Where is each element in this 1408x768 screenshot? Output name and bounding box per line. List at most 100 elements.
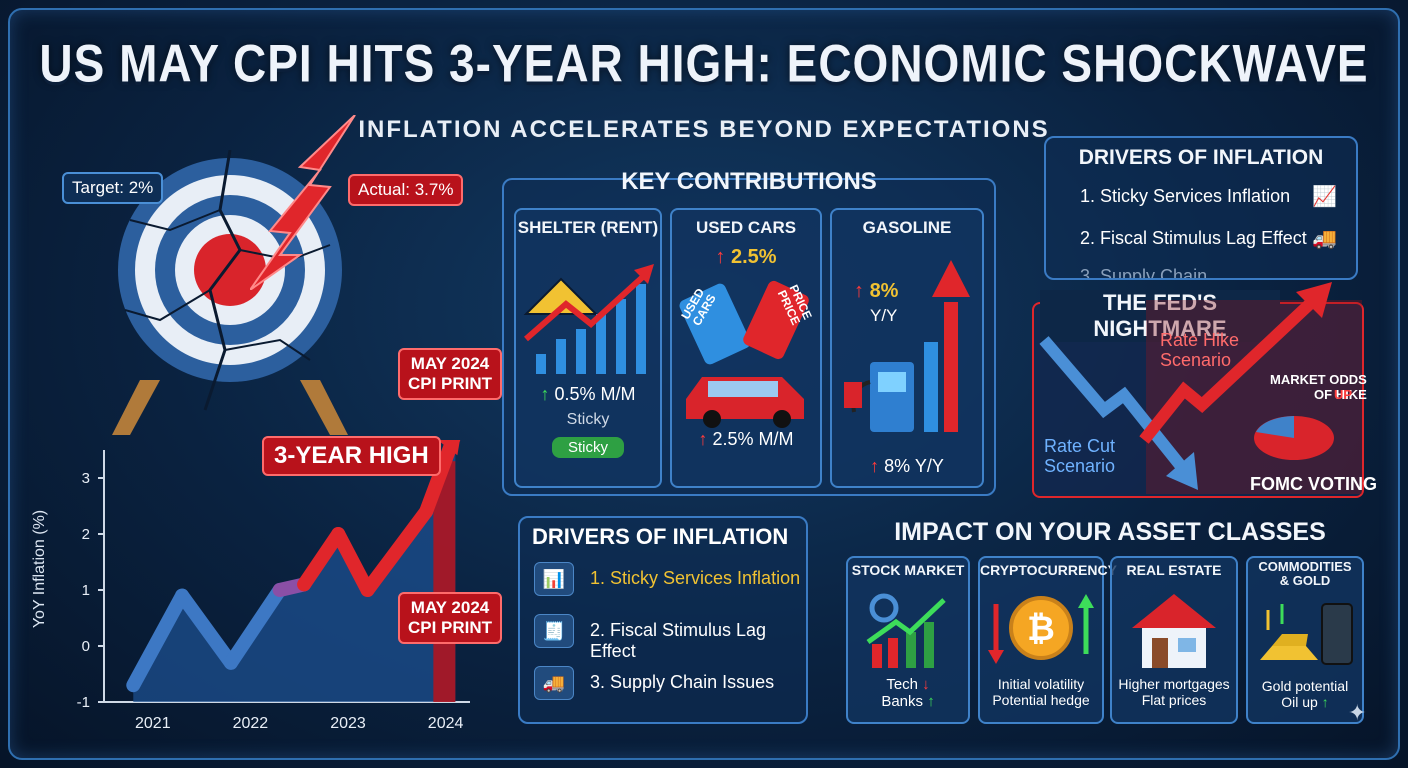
drivers-top-item-2: 2. Fiscal Stimulus Lag Effect: [1080, 228, 1307, 248]
y-tick-label: 2: [82, 526, 90, 543]
bitcoin-icon: ₿: [988, 594, 1094, 664]
crypto-card: CRYPTOCURRENCY ₿ Initial volatility Pote…: [978, 556, 1117, 724]
stock-chart-icon: [866, 593, 946, 668]
gasoline-top-stat: 8%: [869, 280, 899, 302]
key-contributions-title: KEY CONTRIBUTIONS: [621, 168, 877, 195]
y-tick-label: -1: [77, 694, 90, 711]
chart-ylabel: YoY Inflation (%): [31, 509, 48, 629]
arrow-up-icon: ↑: [698, 429, 708, 449]
commodities-title: COMMODITIES & GOLD: [1258, 559, 1352, 588]
x-tick-label: 2022: [233, 715, 269, 732]
shelter-stat: 0.5% M/M: [554, 384, 636, 404]
real-estate-card: REAL ESTATE Higher mortgages Flat prices: [1110, 556, 1238, 724]
arrow-up-icon: ↑: [854, 280, 864, 302]
arrow-down-icon: ↓: [922, 676, 930, 693]
commodities-card: COMMODITIES & GOLD Gold potential Oil up…: [1246, 556, 1364, 724]
arrow-up-icon: ↑: [715, 246, 726, 268]
three-year-high-callout: 3-YEAR HIGH: [262, 436, 441, 476]
gasoline-card: GASOLINE ↑ 8% Y/Y ↑ 8% Y/Y: [830, 208, 984, 488]
real-estate-title: REAL ESTATE: [1126, 562, 1222, 578]
stock-line-2: Banks: [881, 693, 924, 710]
target-icon: [112, 150, 348, 435]
page-title: US MAY CPI HITS 3-YEAR HIGH: ECONOMIC SH…: [39, 33, 1369, 93]
real-estate-line-2: Flat prices: [1141, 692, 1207, 708]
market-odds-up: UP: [1334, 387, 1353, 402]
y-tick-label: 1: [82, 582, 90, 599]
delivery-truck-icon: 🚚: [534, 666, 574, 700]
crypto-line-2: Potential hedge: [992, 692, 1090, 708]
drivers-top-item-3: 3. Supply Chain: [1080, 266, 1208, 280]
rate-cut-label: Rate Cut Scenario: [1044, 436, 1116, 476]
drivers-panel-top: DRIVERS OF INFLATION 1. Sticky Services …: [1044, 136, 1358, 280]
arrow-up-icon: ↑: [870, 456, 880, 476]
svg-text:₿: ₿: [1027, 609, 1055, 649]
fomc-voting-label: FOMC VOTING: [1250, 474, 1377, 494]
drivers-mid-item-1: 1. Sticky Services Inflation: [590, 568, 801, 588]
used-cars-card-title: USED CARS: [695, 218, 797, 237]
used-cars-top-stat: 2.5%: [730, 246, 777, 268]
gas-pump-chart-icon: [844, 260, 970, 432]
series-line-segment: [360, 504, 434, 597]
car-price-tags-icon: [679, 280, 809, 428]
crypto-line-1: Initial volatility: [997, 676, 1085, 692]
fed-scenario-arrows: [1039, 282, 1362, 494]
x-tick-label: 2021: [135, 715, 171, 732]
sticky-badge: Sticky: [552, 437, 624, 458]
arrow-up-icon: ↑: [1321, 694, 1329, 710]
gasoline-stat: 8% Y/Y: [884, 456, 944, 476]
drivers-top-item-1: 1. Sticky Services Inflation: [1080, 186, 1291, 206]
rate-hike-label: Rate Hike Scenario: [1160, 330, 1240, 370]
drivers-mid-title: DRIVERS OF INFLATION: [532, 524, 789, 549]
real-estate-line-1: Higher mortgages: [1118, 676, 1230, 692]
series-line-segment: [297, 527, 346, 592]
may-cpi-print-callout-top: MAY 2024 CPI PRINT: [398, 348, 503, 400]
commodities-line-1: Gold potential: [1261, 678, 1349, 694]
used-cars-stat: 2.5% M/M: [712, 429, 794, 449]
chart-coins-icon: 📊: [534, 562, 574, 596]
drivers-mid-item-2: 2. Fiscal Stimulus Lag Effect: [590, 620, 767, 661]
shelter-card-title: SHELTER (RENT): [517, 218, 659, 237]
series-line-segment: [175, 588, 238, 670]
asset-classes-title: IMPACT ON YOUR ASSET CLASSES: [894, 518, 1326, 546]
series-line-segment: [126, 588, 190, 693]
series-line-segment: [223, 583, 287, 670]
drivers-top-title: DRIVERS OF INFLATION: [1078, 146, 1324, 169]
chart-area: [133, 440, 456, 702]
document-coin-icon: 🧾: [534, 614, 574, 648]
gasoline-card-title: GASOLINE: [862, 218, 952, 237]
may-cpi-print-callout-bottom: MAY 2024 CPI PRINT: [398, 592, 503, 644]
x-tick-label: 2023: [330, 715, 366, 732]
stock-market-title: STOCK MARKET: [851, 562, 965, 578]
outer-frame: [8, 8, 1400, 760]
cpi-line-chart: -1 0 1 2 3 2021 2022 2023 2024: [77, 440, 470, 732]
arrow-up-icon: ↑: [540, 384, 550, 404]
crypto-title: CRYPTOCURRENCY: [980, 562, 1117, 578]
gasoline-top-unit: Y/Y: [870, 306, 898, 325]
x-tick-label: 2024: [428, 715, 464, 732]
used-cars-card: USED CARS ↑ 2.5% USED CARS PRICE PRICE ↑…: [670, 208, 822, 488]
drivers-panel-mid: DRIVERS OF INFLATION 📊 🧾 🚚 1. Sticky Ser…: [518, 516, 808, 724]
gold-oil-icon: [1260, 603, 1353, 665]
y-tick-label: 3: [82, 470, 90, 487]
stock-market-card: STOCK MARKET Tech ↓ Banks ↑: [846, 556, 970, 724]
shelter-note: Sticky: [566, 411, 610, 428]
series-line-segment: [331, 527, 375, 597]
money-truck-icon: 🚚: [1312, 228, 1337, 250]
shelter-card: SHELTER (RENT) ↑ 0.5% M/M Sticky Sticky: [514, 208, 662, 488]
y-tick-label: 0: [82, 638, 90, 655]
house-icon: [1132, 594, 1216, 668]
stock-line-1: Tech: [886, 676, 918, 693]
house-chart-icon: [523, 264, 654, 374]
series-arrow-head: [437, 440, 460, 456]
drivers-mid-item-3: 3. Supply Chain Issues: [590, 672, 775, 692]
market-odds-label: MARKET ODDS OF HIKE: [1270, 372, 1367, 402]
actual-label: Actual: 3.7%: [348, 174, 464, 206]
commodities-line-2: Oil up: [1281, 694, 1318, 710]
lightning-bolt-icon: [250, 115, 356, 290]
target-label: Target: 2%: [62, 172, 164, 204]
chart-up-icon: 📈: [1312, 186, 1337, 208]
fed-title: THE FED'S NIGHTMARE: [1040, 290, 1280, 342]
arrow-up-icon: ↑: [927, 693, 935, 710]
sparkle-icon: ✦: [1348, 700, 1367, 725]
page-subtitle: INFLATION ACCELERATES BEYOND EXPECTATION…: [358, 116, 1050, 143]
